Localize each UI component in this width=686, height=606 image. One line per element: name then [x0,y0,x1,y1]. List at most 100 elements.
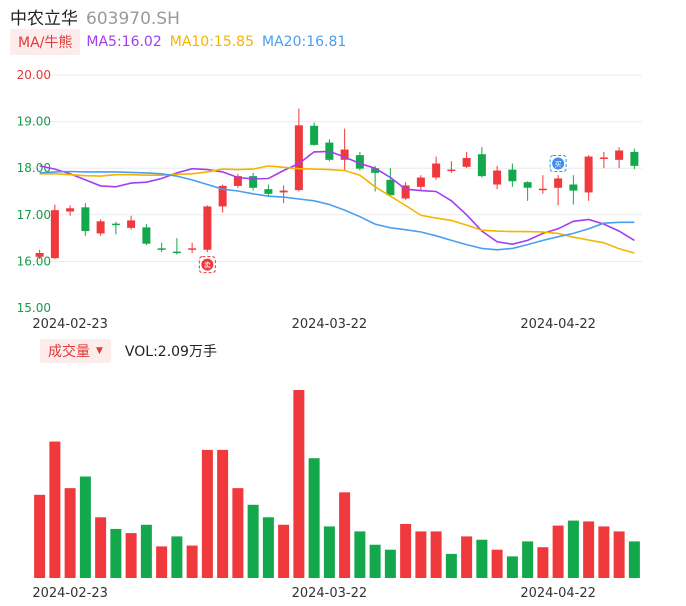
candle[interactable] [81,207,90,232]
volume-value: VOL:2.09万手 [124,344,217,360]
candle[interactable] [218,185,227,207]
candle[interactable] [538,188,547,191]
candle[interactable] [172,251,181,254]
volume-bar[interactable] [79,476,91,578]
volume-bar[interactable] [64,488,76,578]
candle[interactable] [416,177,425,187]
volume-indicator-label: 成交量 [48,344,90,360]
candle[interactable] [569,184,578,191]
candle[interactable] [142,227,151,244]
candle[interactable] [310,125,319,145]
volume-bar[interactable] [491,549,503,578]
candle[interactable] [371,168,380,173]
sell-marker-icon[interactable] [201,258,214,271]
volume-bar[interactable] [369,544,381,578]
candle[interactable] [599,157,608,159]
volume-bar[interactable] [506,556,518,578]
volume-bar[interactable] [171,536,183,578]
candle[interactable] [462,157,471,167]
volume-bar[interactable] [232,488,244,578]
candle[interactable] [615,150,624,160]
volume-legend: 成交量 ▼ VOL:2.09万手 [40,339,217,363]
volume-bar[interactable] [140,524,152,578]
ma-toggle-button[interactable]: MA/牛熊 [10,29,81,55]
volume-bar[interactable] [430,531,442,578]
volume-bar[interactable] [34,494,46,578]
ma20-legend: MA20:16.81 [262,34,347,50]
volume-bar[interactable] [613,531,625,578]
candle[interactable] [294,125,303,191]
candle[interactable] [188,248,197,250]
volume-bar[interactable] [400,523,412,578]
volume-bar[interactable] [308,458,320,578]
volume-indicator-button[interactable]: 成交量 ▼ [40,339,111,363]
candle[interactable] [477,154,486,177]
candle[interactable] [111,223,120,226]
volume-bar[interactable] [476,539,488,578]
volume-bar[interactable] [278,524,290,578]
price-tick-label: 16.00 [17,254,51,268]
volume-bar[interactable] [293,390,305,578]
volume-bar[interactable] [354,531,366,578]
candle[interactable] [35,253,44,257]
candle[interactable] [432,163,441,178]
candle[interactable] [630,151,639,166]
buy-marker-icon[interactable] [552,157,565,170]
candle[interactable] [401,185,410,199]
price-tick-label: 19.00 [17,115,51,129]
volume-bar[interactable] [323,526,335,578]
candle[interactable] [233,176,242,186]
stock-code: 603970.SH [86,9,180,29]
volume-bar[interactable] [156,546,168,578]
volume-bar[interactable] [461,536,473,578]
volume-bar[interactable] [95,517,107,578]
candle[interactable] [584,156,593,193]
candle[interactable] [203,206,212,250]
volume-bar[interactable] [262,517,274,578]
volume-bar[interactable] [537,547,549,578]
candle[interactable] [386,179,395,196]
price-tick-label: 20.00 [17,68,51,82]
volume-bar[interactable] [552,525,564,578]
candle[interactable] [249,176,258,188]
candle[interactable] [50,210,59,259]
volume-bar[interactable] [217,449,229,578]
buy-marker-icon-frame [549,155,567,173]
volume-date-label: 2024-03-22 [292,586,368,601]
volume-date-label: 2024-02-23 [32,586,108,601]
volume-bar[interactable] [522,541,534,578]
candle[interactable] [66,208,75,212]
volume-bar[interactable] [49,441,61,578]
volume-bar[interactable] [598,526,610,578]
candle[interactable] [264,189,273,194]
volume-bar[interactable] [125,533,137,578]
ma10-line [39,165,635,254]
volume-bar[interactable] [247,504,259,578]
volume-bar[interactable] [415,531,427,578]
volume-bar[interactable] [201,449,213,578]
volume-bar[interactable] [583,521,595,578]
candle[interactable] [279,190,288,193]
volume-bar[interactable] [339,492,351,578]
volume-bar[interactable] [567,520,579,578]
ma5-legend: MA5:16.02 [86,34,162,50]
candle[interactable] [157,248,166,250]
price-tick-label: 17.00 [17,208,51,222]
price-tick-label: 15.00 [17,301,51,315]
buy-marker-icon-glyph: 买 [555,161,562,169]
candle[interactable] [508,169,517,182]
candle[interactable] [340,149,349,160]
volume-bar[interactable] [628,541,640,578]
candle[interactable] [523,182,532,188]
candle[interactable] [493,170,502,185]
volume-bar[interactable] [445,553,457,578]
candle[interactable] [96,221,105,234]
volume-bar[interactable] [110,528,122,578]
volume-bar[interactable] [186,545,198,578]
candle[interactable] [554,178,563,188]
volume-bar[interactable] [384,549,396,578]
candle[interactable] [127,220,136,228]
candle[interactable] [447,169,456,172]
candle[interactable] [355,155,364,169]
